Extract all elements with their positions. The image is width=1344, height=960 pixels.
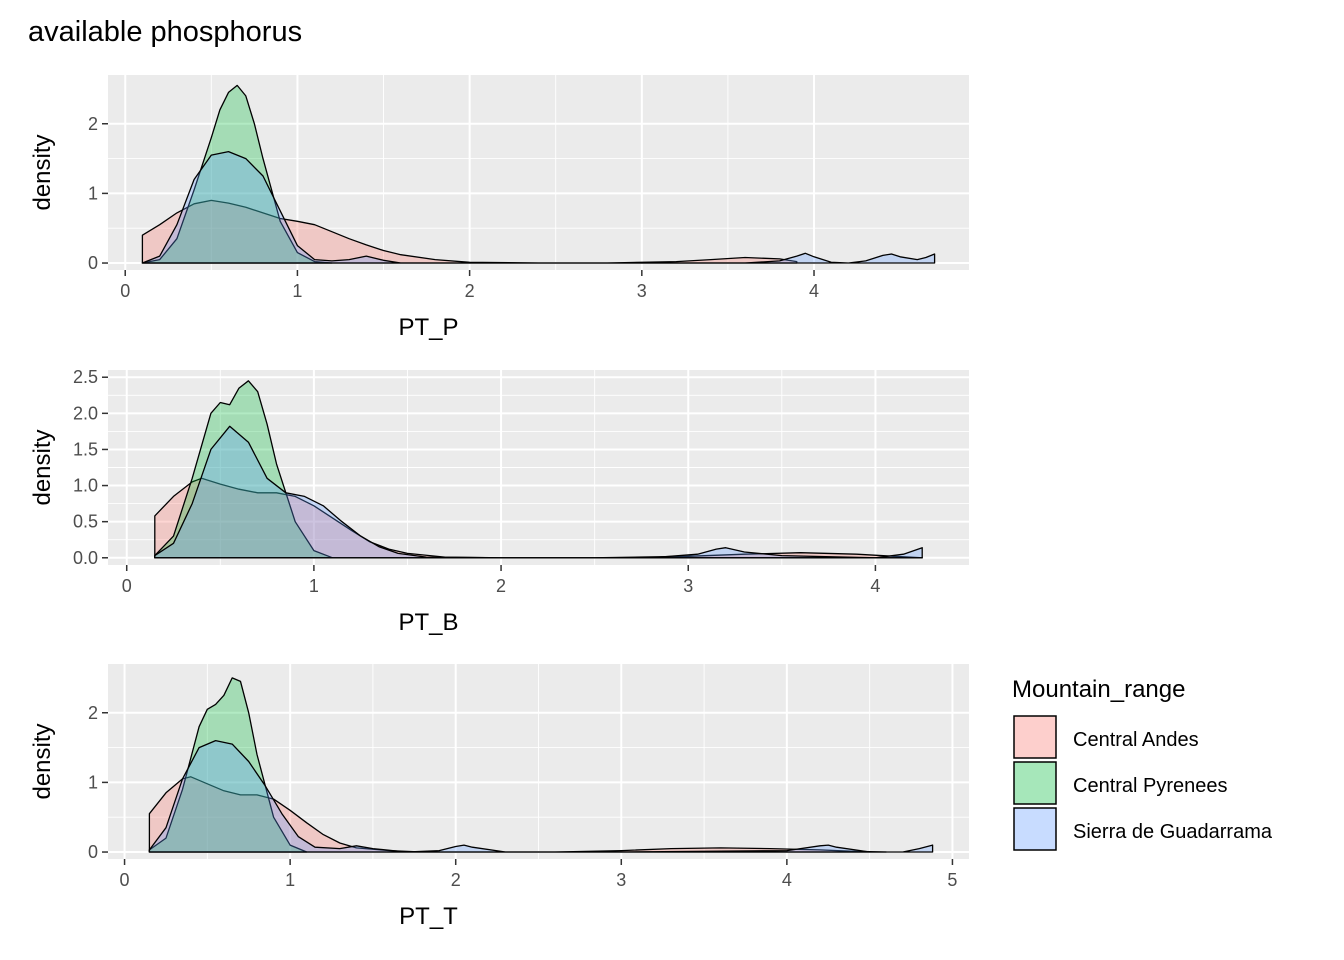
legend-key-central-pyrenees xyxy=(1013,761,1057,805)
panel-pt-p: 0 1 2 3 4 0 1 2 PT_P density xyxy=(29,75,969,341)
legend-item-central-pyrenees: Central Pyrenees xyxy=(1013,761,1228,805)
y-axis-title: density xyxy=(29,723,56,799)
density-area-central-pyrenees xyxy=(148,677,308,853)
panel-pt-t: 0 1 2 3 4 5 0 1 2 PT_T density xyxy=(29,664,969,930)
panel-pt-b: 0 1 2 3 4 0.0 0.5 1.0 1.5 2.0 2.5 PT_B density xyxy=(29,367,969,636)
legend-label-central-andes: Central Andes xyxy=(1073,729,1199,751)
density-area-central-andes xyxy=(141,199,798,264)
y-tick-label: 1.0 xyxy=(73,476,98,496)
y-axis-title: density xyxy=(29,429,56,505)
y-tick-label: 2 xyxy=(88,114,98,134)
x-tick-label: 3 xyxy=(683,576,693,596)
density-area-sierra-de-guadarrama xyxy=(154,425,923,559)
x-tick-label: 3 xyxy=(637,281,647,301)
y-tick-label: 0 xyxy=(88,253,98,273)
density-area-central-andes xyxy=(148,776,887,853)
y-tick-label: 0.0 xyxy=(73,548,98,568)
y-tick-label: 2.5 xyxy=(73,367,98,387)
legend-label-central-pyrenees: Central Pyrenees xyxy=(1073,775,1228,797)
y-tick-label: 2 xyxy=(88,703,98,723)
y-tick-label: 1 xyxy=(88,183,98,203)
x-tick-label: 4 xyxy=(809,281,819,301)
legend-title: Mountain_range xyxy=(1012,676,1185,703)
x-tick-label: 1 xyxy=(285,870,295,890)
y-tick-label: 1.5 xyxy=(73,439,98,459)
y-tick-label: 0 xyxy=(88,842,98,862)
x-axis-title: PT_T xyxy=(399,903,458,930)
density-area-sierra-de-guadarrama xyxy=(148,739,934,853)
legend-item-sierra-de-guadarrama: Sierra de Guadarrama xyxy=(1013,807,1273,851)
x-tick-label: 1 xyxy=(292,281,302,301)
x-tick-label: 4 xyxy=(782,870,792,890)
legend: Mountain_range Central Andes Central Pyr… xyxy=(1012,676,1273,851)
y-tick-label: 2.0 xyxy=(73,403,98,423)
x-tick-label: 0 xyxy=(120,870,130,890)
y-tick-label: 1 xyxy=(88,772,98,792)
density-area-central-pyrenees xyxy=(154,380,334,559)
x-tick-label: 2 xyxy=(451,870,461,890)
x-tick-label: 0 xyxy=(120,281,130,301)
x-tick-label: 2 xyxy=(465,281,475,301)
legend-key-central-andes xyxy=(1013,715,1057,759)
legend-item-central-andes: Central Andes xyxy=(1013,715,1199,759)
density-area-central-pyrenees xyxy=(141,84,333,264)
x-tick-label: 0 xyxy=(122,576,132,596)
y-tick-label: 0.5 xyxy=(73,512,98,532)
x-axis-title: PT_B xyxy=(398,609,458,636)
chart-title: available phosphorus xyxy=(28,16,302,48)
legend-label-sierra-de-guadarrama: Sierra de Guadarrama xyxy=(1073,821,1273,843)
x-tick-label: 2 xyxy=(496,576,506,596)
x-tick-label: 3 xyxy=(616,870,626,890)
x-axis-title: PT_P xyxy=(398,314,458,341)
y-axis-title: density xyxy=(29,134,56,210)
legend-key-sierra-de-guadarrama xyxy=(1013,807,1057,851)
density-area-sierra-de-guadarrama xyxy=(141,150,936,264)
x-tick-label: 1 xyxy=(309,576,319,596)
x-tick-label: 4 xyxy=(870,576,880,596)
panel-background xyxy=(108,75,969,270)
x-tick-label: 5 xyxy=(947,870,957,890)
